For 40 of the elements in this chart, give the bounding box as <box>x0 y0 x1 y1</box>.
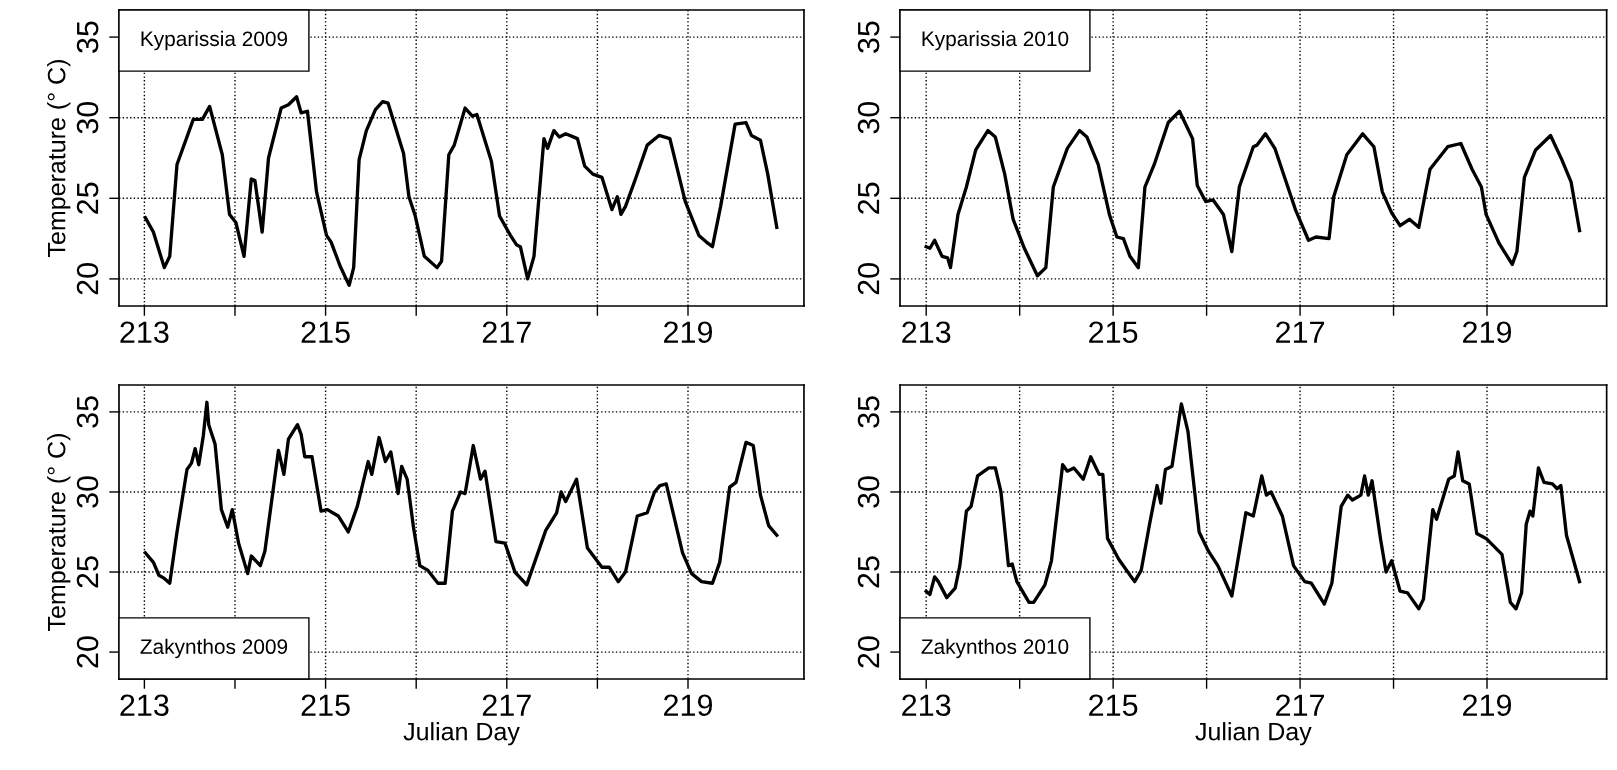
x-tick-label: 217 <box>482 321 531 343</box>
x-tick-label: 213 <box>902 321 951 344</box>
x-axis-title: Julian Day <box>1195 722 1312 746</box>
x-tick-label: 217 <box>1276 321 1325 343</box>
x-tick-label: 217 <box>1276 694 1325 716</box>
x-axis-title: Julian Day <box>403 722 520 746</box>
text: Kyparissia 2010 <box>922 30 1069 51</box>
x-tick-label: 219 <box>1463 321 1512 344</box>
y-tick-label: 20 <box>857 636 880 668</box>
x-tick-label: 213 <box>120 694 169 717</box>
y-tick-label: 35 <box>857 396 880 428</box>
y-tick-label: 20 <box>76 263 99 295</box>
y-tick-label: 20 <box>76 636 99 668</box>
y-tick-label: 25 <box>76 556 99 588</box>
y-tick-label: 30 <box>76 101 99 134</box>
x-tick-label: 215 <box>1089 321 1138 344</box>
y-tick-label: 35 <box>76 396 99 428</box>
x-tick-label: 217 <box>482 694 531 716</box>
y-tick-label: 35 <box>76 21 99 53</box>
x-tick-label: 219 <box>664 321 713 344</box>
y-tick-label: 30 <box>857 101 880 134</box>
y-tick-label: 35 <box>857 21 880 53</box>
y-tick-label: 25 <box>857 182 880 214</box>
x-tick-label: 219 <box>1463 694 1512 717</box>
x-tick-label: 215 <box>1089 694 1138 717</box>
text: Zakynthos 2009 <box>140 638 288 659</box>
y-tick-label: 20 <box>857 263 880 295</box>
y-tick-label: 30 <box>857 476 880 508</box>
text: Zakynthos 2010 <box>921 638 1069 659</box>
x-tick-label: 219 <box>664 694 713 717</box>
x-tick-label: 215 <box>301 321 350 344</box>
x-tick-label: 213 <box>902 694 951 717</box>
y-tick-label: 30 <box>76 476 99 508</box>
y-axis-title: Temperature (° C) <box>47 60 71 257</box>
y-tick-label: 25 <box>857 556 880 588</box>
x-tick-label: 213 <box>120 321 169 344</box>
text: Kyparissia 2009 <box>141 30 288 51</box>
y-axis-title: Temperature (° C) <box>47 434 71 631</box>
x-tick-label: 215 <box>301 694 350 717</box>
y-tick-label: 25 <box>76 182 99 214</box>
